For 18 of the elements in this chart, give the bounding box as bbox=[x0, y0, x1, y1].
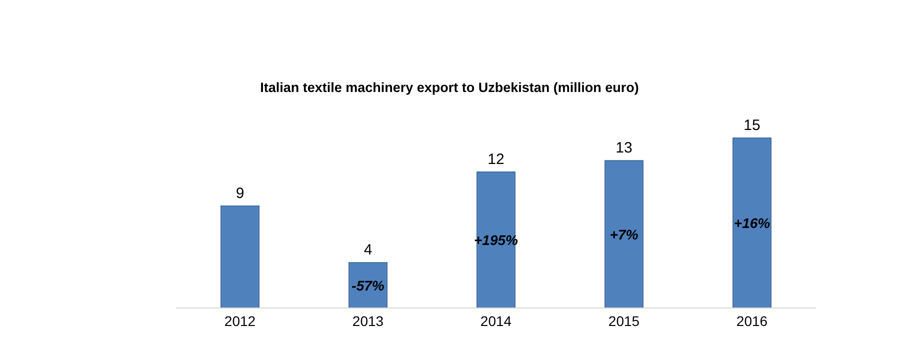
data-label: 9 bbox=[236, 185, 244, 202]
bar bbox=[604, 160, 644, 308]
x-tick-label: 2016 bbox=[736, 312, 768, 329]
annotation: +7% bbox=[610, 226, 639, 242]
data-label: 4 bbox=[364, 242, 372, 259]
x-tick-label: 2015 bbox=[608, 312, 640, 329]
chart-title: Italian textile machinery export to Uzbekistan (million euro) bbox=[259, 80, 640, 95]
data-label: 13 bbox=[616, 140, 632, 157]
bar bbox=[732, 138, 772, 308]
annotation: +16% bbox=[734, 215, 771, 231]
data-label: 12 bbox=[488, 151, 504, 168]
x-tick-label: 2012 bbox=[224, 312, 256, 329]
x-tick-label: 2013 bbox=[352, 312, 384, 329]
annotation: -57% bbox=[352, 277, 385, 294]
data-label: 15 bbox=[744, 117, 760, 134]
bar bbox=[476, 172, 516, 308]
bar bbox=[220, 206, 260, 308]
x-tick-label: 2014 bbox=[480, 312, 512, 329]
